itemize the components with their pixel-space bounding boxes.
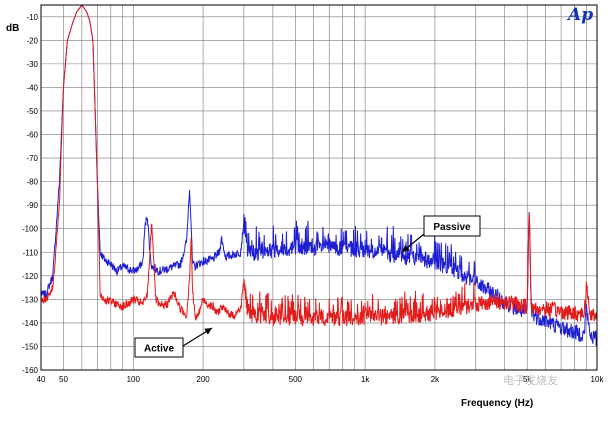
x-tick-label: 50 <box>59 375 68 384</box>
y-tick-label: -80 <box>26 178 38 187</box>
annotation-box <box>423 215 481 237</box>
y-tick-labels: -10 -20 -30 -40 -50 -60 -70 -80 -90 -100 -110 -120 -… <box>22 13 39 375</box>
y-tick-label: -60 <box>26 131 38 140</box>
annotation-label: Passive <box>433 222 471 233</box>
x-tick-label: 5k <box>523 375 532 384</box>
annotation-label: Active <box>144 344 174 355</box>
y-tick-label: -100 <box>22 225 39 234</box>
annotation-passive: Passive <box>401 215 481 253</box>
y-tick-label: -40 <box>26 83 38 92</box>
y-tick-label: -110 <box>23 248 39 257</box>
y-tick-label: -10 <box>26 13 38 22</box>
y-tick-label: -120 <box>22 272 39 281</box>
annotations: Passive Active <box>134 215 481 358</box>
y-tick-label: -130 <box>22 295 39 304</box>
y-tick-label: -30 <box>26 60 38 69</box>
x-tick-label: 200 <box>196 375 210 384</box>
y-tick-label: -90 <box>26 201 38 210</box>
y-axis-label: dB <box>6 23 19 34</box>
annotation-arrowhead <box>402 244 410 252</box>
plot-frame <box>40 4 598 371</box>
ap-logo: Ap <box>566 5 593 25</box>
annotation-arrowhead <box>204 328 212 335</box>
x-tick-label: 10k <box>591 375 605 384</box>
x-tick-label: 100 <box>127 375 141 384</box>
annotation-active: Active <box>134 327 213 358</box>
y-tick-label: -150 <box>22 342 39 351</box>
series-lines <box>40 4 598 347</box>
y-tick-label: -140 <box>22 319 39 328</box>
x-tick-labels: 40 50 100 200 500 1k 2k 5k 10k <box>37 375 605 384</box>
y-tick-label: -50 <box>26 107 38 116</box>
x-tick-label: 1k <box>361 375 370 384</box>
watermark-text: 电子发烧友 <box>503 373 558 387</box>
y-tick-label: -20 <box>26 36 38 45</box>
x-tick-label: 40 <box>37 375 46 384</box>
x-tick-label: 500 <box>289 375 303 384</box>
x-tick-label: 2k <box>431 375 440 384</box>
y-tick-label: -160 <box>22 366 39 375</box>
series-line-active <box>40 4 598 327</box>
x-axis-label: Frequency (Hz) <box>461 398 533 409</box>
y-tick-label: -70 <box>26 154 38 163</box>
annotation-box <box>134 337 184 358</box>
